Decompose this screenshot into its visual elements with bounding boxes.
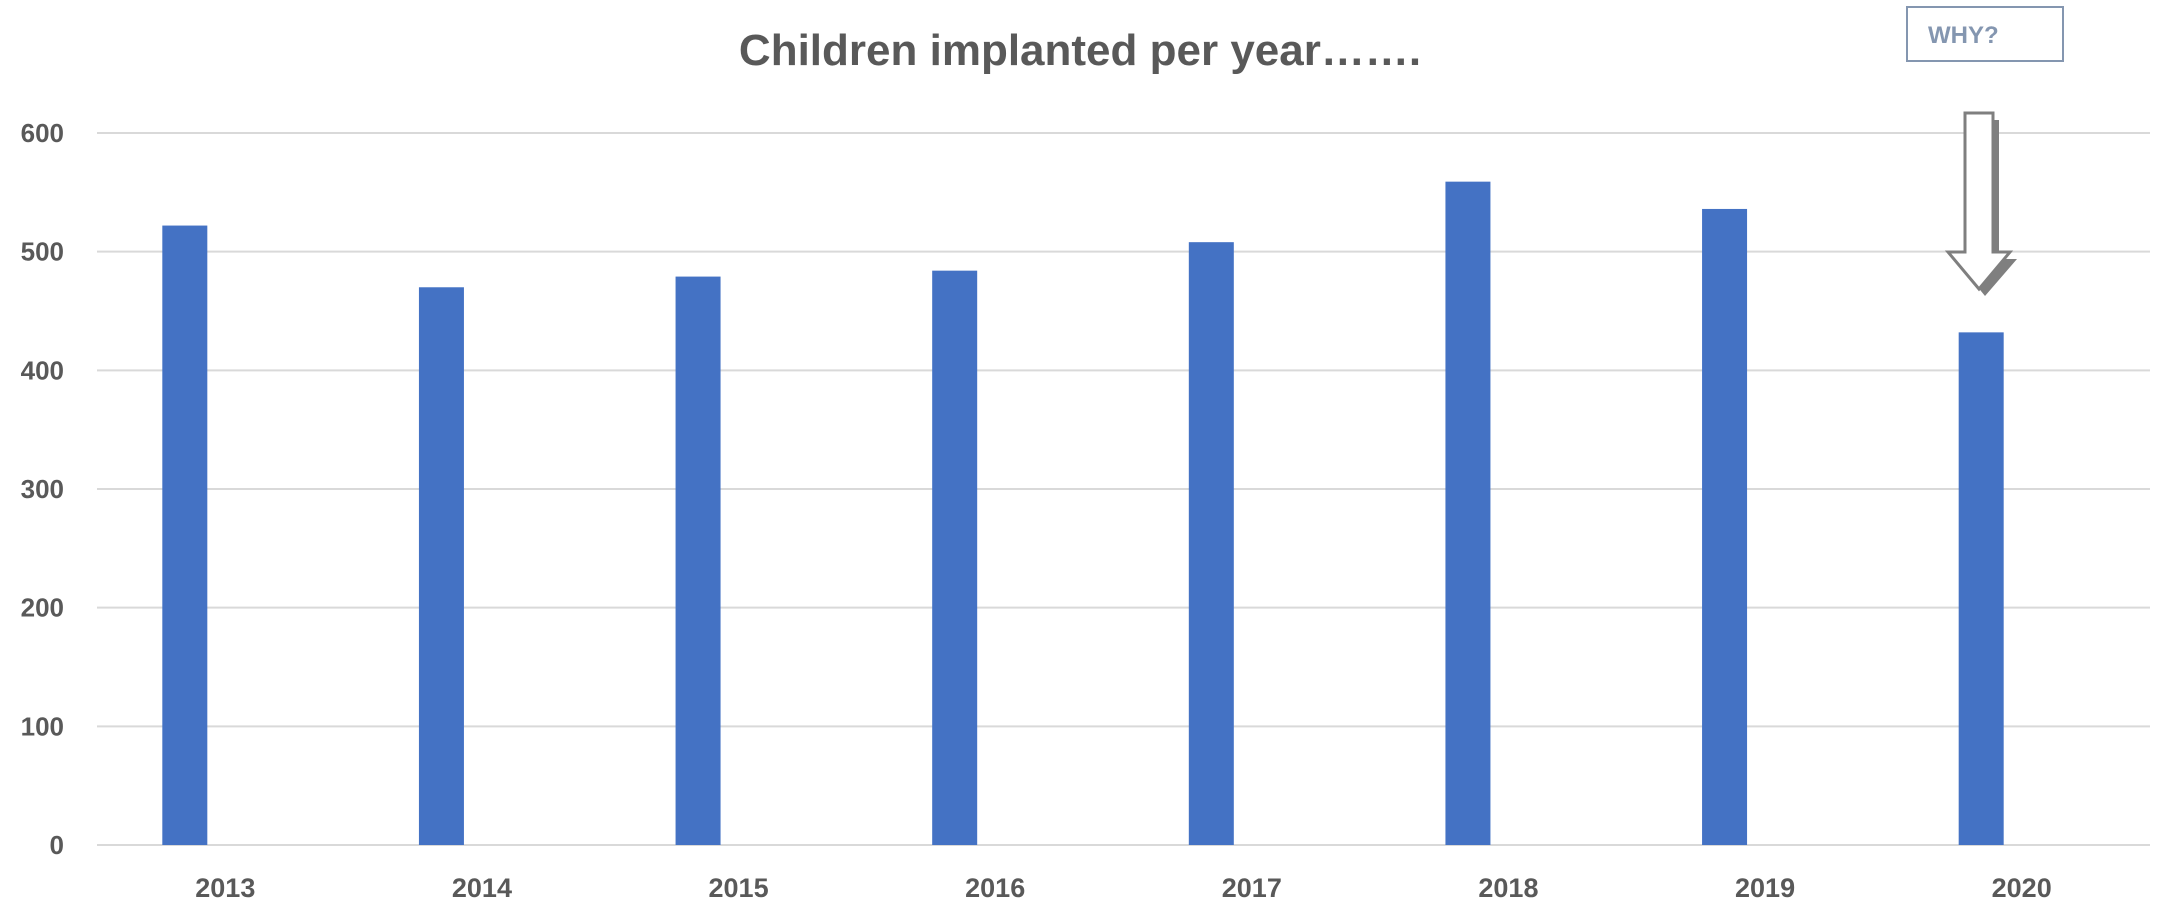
x-tick-label: 2018 xyxy=(1478,873,1538,901)
y-tick-label: 500 xyxy=(21,237,64,267)
down-arrow-icon xyxy=(1944,111,2017,296)
y-axis-tick-labels: 0 100 200 300 400 500 600 xyxy=(21,118,64,860)
y-tick-label: 400 xyxy=(21,355,64,385)
annotation-label: WHY? xyxy=(1928,22,1999,49)
bar-2015 xyxy=(675,276,721,845)
bar-2019 xyxy=(1702,208,1748,846)
bar-2020 xyxy=(1958,332,2004,845)
bar-2017 xyxy=(1188,242,1234,845)
x-tick-label: 2016 xyxy=(965,873,1025,901)
x-tick-label: 2015 xyxy=(709,873,769,901)
bar-2016 xyxy=(932,270,978,845)
y-tick-label: 300 xyxy=(21,474,64,504)
x-tick-label: 2020 xyxy=(1992,873,2052,901)
gridlines xyxy=(97,132,2150,846)
y-tick-label: 0 xyxy=(50,830,64,860)
x-tick-label: 2013 xyxy=(195,873,255,901)
annotation-box: WHY? xyxy=(1906,6,2064,62)
bars xyxy=(162,181,2004,846)
y-tick-label: 100 xyxy=(21,711,64,741)
x-tick-label: 2014 xyxy=(452,873,512,901)
x-axis-tick-labels: 2013 2014 2015 2016 2017 2018 2019 2020 xyxy=(195,873,2051,901)
x-tick-label: 2017 xyxy=(1222,873,1282,901)
chart-title: Children implanted per year……. xyxy=(738,26,1422,75)
x-tick-label: 2019 xyxy=(1735,873,1795,901)
bar-2013 xyxy=(162,225,208,845)
y-tick-label: 200 xyxy=(21,593,64,623)
bar-2018 xyxy=(1445,181,1491,846)
y-tick-label: 600 xyxy=(21,118,64,148)
bar-2014 xyxy=(418,287,464,845)
